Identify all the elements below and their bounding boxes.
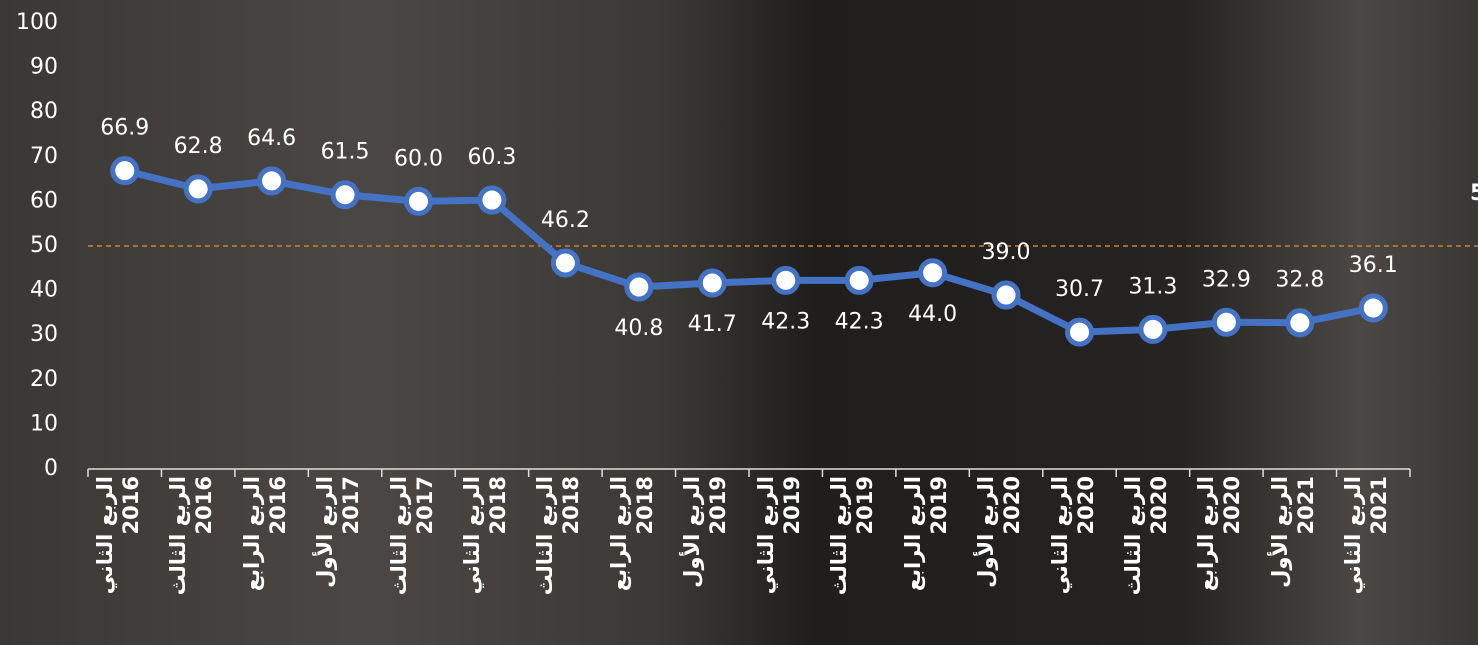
point	[257, 166, 287, 196]
x-tick-label: الربع الثالث 2020	[1120, 476, 1171, 596]
x-tick-label: الربع الأول 2017	[313, 476, 364, 588]
value-label: 64.6	[247, 126, 296, 151]
x-tick-label: الربع الثاني 2020	[1047, 476, 1098, 595]
x-tick-label: الربع الرابع 2018	[606, 476, 657, 592]
point	[1065, 317, 1094, 347]
x-tick-label: الربع الثاني 2019	[753, 476, 804, 595]
y-tick-label: 20	[30, 367, 58, 392]
y-tick-label: 80	[30, 99, 58, 124]
point	[550, 248, 580, 278]
point	[1211, 307, 1241, 337]
x-tick-label: الربع الثاني 2021	[1341, 476, 1392, 595]
y-tick-label: 30	[30, 322, 58, 347]
value-label: 46.2	[541, 208, 590, 233]
point	[110, 156, 140, 186]
point	[1138, 314, 1168, 344]
point	[330, 180, 360, 210]
y-tick-label: 40	[30, 278, 58, 303]
x-tick-label: الربع الرابع 2016	[239, 476, 290, 592]
x-tick-label: الربع الرابع 2020	[1194, 476, 1245, 592]
point	[404, 186, 433, 216]
y-tick-label: 0	[44, 456, 58, 481]
y-tick-label: 50	[30, 233, 58, 258]
x-tick-label: الربع الثالث 2017	[386, 476, 437, 596]
value-label: 42.3	[835, 309, 884, 334]
x-tick-label: الربع الثالث 2018	[533, 476, 584, 596]
point	[697, 268, 727, 298]
value-label: 62.8	[174, 134, 223, 159]
value-label: 40.8	[614, 316, 663, 341]
value-label: 32.9	[1202, 267, 1251, 292]
y-tick-label: 10	[30, 411, 58, 436]
x-tick-label: الربع الثاني 2016	[92, 476, 143, 595]
value-label: 60.0	[394, 146, 443, 171]
value-label: 41.7	[688, 312, 737, 337]
x-tick-label: الربع الثاني 2018	[459, 476, 510, 595]
x-tick-label: الربع الرابع 2019	[900, 476, 951, 592]
reference-label: المتوسط 50.0	[1470, 181, 1478, 206]
point	[991, 280, 1021, 310]
y-tick-label: 100	[16, 10, 58, 35]
value-label: 66.9	[100, 116, 149, 141]
value-label: 61.5	[321, 140, 370, 165]
x-tick-label: الربع الأول 2019	[680, 476, 731, 588]
point	[183, 174, 213, 204]
point	[477, 185, 507, 215]
y-tick-label: 70	[30, 144, 58, 169]
value-label: 30.7	[1055, 277, 1104, 302]
value-label: 39.0	[982, 240, 1031, 265]
line	[123, 167, 1374, 336]
point	[1285, 308, 1315, 338]
y-tick-label: 60	[30, 188, 58, 213]
x-tick-label: الربع الأول 2020	[974, 476, 1025, 588]
x-tick-label: الربع الثالث 2019	[827, 476, 878, 596]
x-tick-label: الربع الأول 2021	[1267, 476, 1318, 588]
value-label: 36.1	[1349, 253, 1398, 278]
value-label: 42.3	[761, 309, 810, 334]
point	[844, 265, 874, 295]
value-label: 60.3	[467, 145, 516, 170]
point	[624, 272, 654, 302]
value-label: 32.8	[1275, 268, 1324, 293]
value-label: 44.0	[908, 302, 957, 327]
y-tick-label: 90	[30, 55, 58, 80]
x-tick-label: الربع الثالث 2016	[166, 476, 217, 596]
point	[918, 258, 948, 288]
point	[771, 265, 801, 295]
point	[1358, 293, 1388, 323]
value-label: 31.3	[1128, 274, 1177, 299]
